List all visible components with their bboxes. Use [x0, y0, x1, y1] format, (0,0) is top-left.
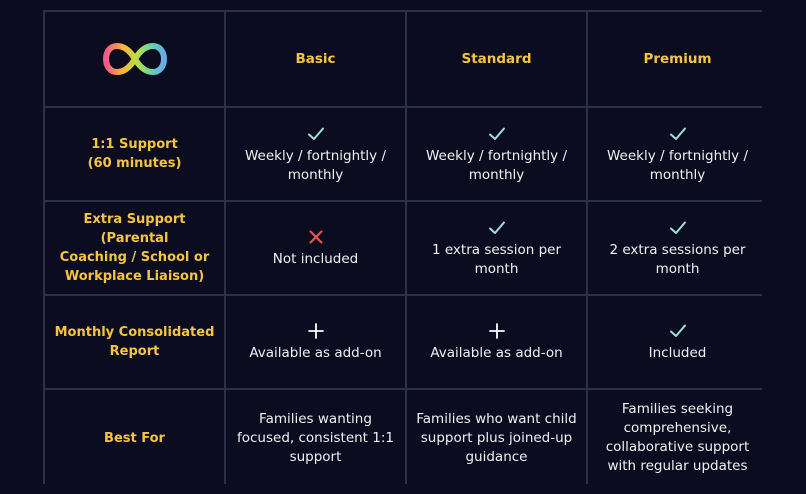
logo-cell: [45, 12, 224, 106]
cell-text: 1 extra session per month: [431, 241, 562, 277]
cell-text: Families wanting focused, consistent 1:1…: [236, 410, 394, 465]
plus-icon: [307, 321, 325, 341]
check-icon: [669, 124, 687, 144]
cell-text: Weekly / fortnightly / monthly: [606, 147, 749, 183]
pricing-comparison-table: Basic Standard Premium 1:1 Support (60 m…: [43, 10, 767, 486]
check-icon: [669, 321, 687, 341]
row-label-monthly-report: Monthly Consolidated Report: [45, 296, 224, 388]
table-cell: Families wanting focused, consistent 1:1…: [226, 390, 405, 486]
cell-text: Families seeking comprehensive, collabor…: [605, 401, 750, 474]
table-cell: 2 extra sessions per month: [588, 202, 767, 294]
cell-text: Weekly / fortnightly / monthly: [425, 147, 568, 183]
table-cell: Available as add-on: [407, 296, 586, 388]
check-icon: [488, 124, 506, 144]
table-cell: Available as add-on: [226, 296, 405, 388]
table-cell: Not included: [226, 202, 405, 294]
row-label-one-to-one-support: 1:1 Support (60 minutes): [45, 108, 224, 200]
table-cell: Families who want child support plus joi…: [407, 390, 586, 486]
cell-text: Families who want child support plus joi…: [416, 410, 577, 465]
infinity-logo-icon: [102, 42, 167, 76]
check-icon: [307, 124, 325, 144]
table-cell: 1 extra session per month: [407, 202, 586, 294]
row-label-extra-support: Extra Support (Parental Coaching / Schoo…: [45, 202, 224, 294]
check-icon: [488, 218, 506, 238]
cell-text: Available as add-on: [430, 345, 563, 361]
cell-text: 2 extra sessions per month: [609, 241, 746, 277]
cell-text: Available as add-on: [249, 345, 382, 361]
column-header-standard: Standard: [407, 12, 586, 106]
cross-icon: [308, 227, 324, 247]
plus-icon: [488, 321, 506, 341]
cell-text: Weekly / fortnightly / monthly: [244, 147, 387, 183]
table-cell: Included: [588, 296, 767, 388]
column-header-premium: Premium: [588, 12, 767, 106]
cell-text: Included: [648, 345, 707, 361]
table-cell: Families seeking comprehensive, collabor…: [588, 390, 767, 486]
table-cell: Weekly / fortnightly / monthly: [588, 108, 767, 200]
check-icon: [669, 218, 687, 238]
column-header-basic: Basic: [226, 12, 405, 106]
table-cell: Weekly / fortnightly / monthly: [407, 108, 586, 200]
table-cell: Weekly / fortnightly / monthly: [226, 108, 405, 200]
cell-text: Not included: [272, 251, 359, 267]
row-label-best-for: Best For: [45, 390, 224, 486]
